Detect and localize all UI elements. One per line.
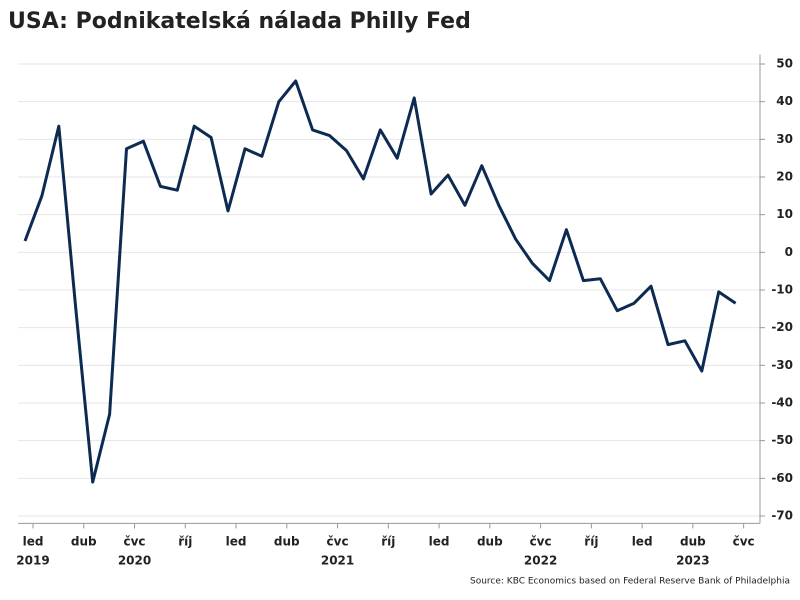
x-tick-label: led: [632, 535, 653, 549]
x-year-label: 2023: [676, 554, 709, 568]
x-tick-label: dub: [274, 535, 300, 549]
y-tick-label: -10: [771, 283, 793, 297]
x-tick-label: čvc: [733, 535, 755, 549]
x-tick-label: čvc: [327, 535, 349, 549]
x-tick-label: dub: [71, 535, 97, 549]
x-tick-label: říj: [584, 535, 598, 549]
x-year-label: 2019: [16, 554, 49, 568]
y-tick-label: -50: [771, 433, 793, 447]
y-tick-label: -20: [771, 320, 793, 334]
series-line: [23, 79, 737, 484]
x-tick-label: dub: [680, 535, 706, 549]
y-tick-label: -30: [771, 358, 793, 372]
chart-title: USA: Podnikatelská nálada Philly Fed: [8, 9, 471, 34]
y-tick-label: 40: [776, 94, 793, 108]
y-tick-label: 20: [776, 170, 793, 184]
y-tick-label: 30: [776, 132, 793, 146]
x-tick-label: říj: [381, 535, 395, 549]
y-tick-label: -40: [771, 395, 793, 409]
x-tick-label: říj: [178, 535, 192, 549]
x-year-label: 2021: [321, 554, 354, 568]
x-tick-label: čvc: [530, 535, 552, 549]
y-tick-label: -70: [771, 508, 793, 522]
y-tick-label: 10: [776, 207, 793, 221]
x-year-label: 2022: [524, 554, 557, 568]
y-tick-label: 50: [776, 57, 793, 71]
y-tick-label: -60: [771, 471, 793, 485]
x-year-label: 2020: [118, 554, 151, 568]
x-tick-label: led: [226, 535, 247, 549]
source: Source: KBC Economics based on Federal R…: [470, 577, 790, 587]
x-tick-label: čvc: [123, 535, 145, 549]
y-tick-label: 0: [785, 245, 793, 259]
x-tick-label: led: [23, 535, 44, 549]
x-tick-label: led: [429, 535, 450, 549]
x-tick-label: dub: [477, 535, 503, 549]
